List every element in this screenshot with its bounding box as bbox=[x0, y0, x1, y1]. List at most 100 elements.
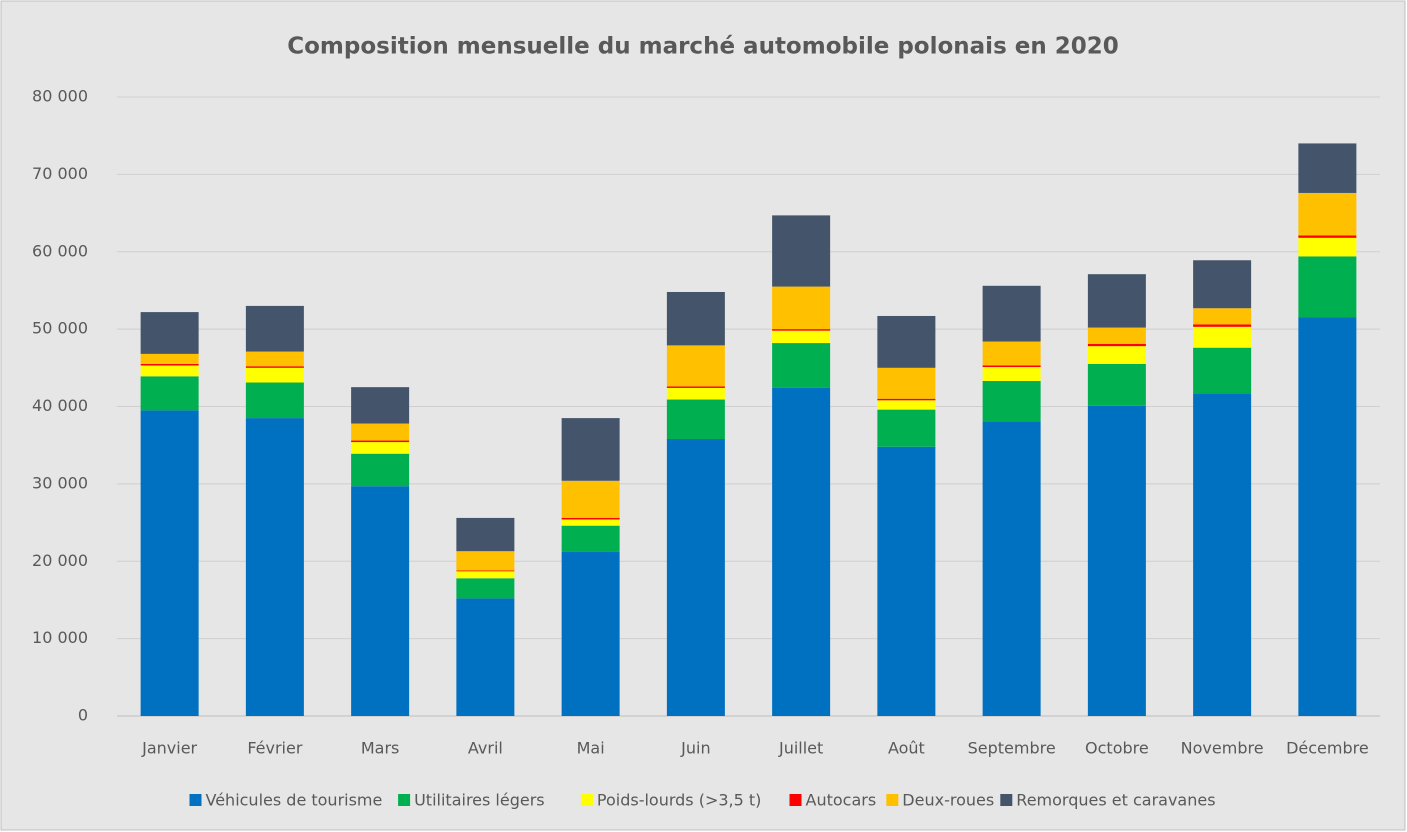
bar-segment bbox=[456, 570, 515, 572]
x-tick-label: Juillet bbox=[778, 739, 823, 758]
bar-segment bbox=[1298, 256, 1357, 318]
bar-segment bbox=[982, 421, 1041, 716]
bar-segment bbox=[772, 286, 831, 330]
bar-segment bbox=[982, 341, 1041, 366]
bar-segment bbox=[456, 598, 515, 716]
legend-swatch bbox=[398, 794, 411, 806]
legend-swatch bbox=[1000, 794, 1013, 806]
bar-segment bbox=[877, 400, 936, 410]
bar-segment bbox=[140, 365, 199, 377]
bar-segment bbox=[351, 442, 410, 454]
bar-segment bbox=[140, 353, 199, 364]
bar-segment bbox=[877, 367, 936, 399]
bar-segment bbox=[666, 399, 725, 439]
bar-segment bbox=[561, 551, 620, 716]
bar-segment bbox=[1087, 346, 1146, 364]
x-tick-label: Février bbox=[247, 739, 303, 758]
bar-segment bbox=[245, 382, 304, 419]
bar-segment bbox=[456, 578, 515, 599]
x-tick-label: Janvier bbox=[141, 739, 197, 758]
bar-segment bbox=[877, 409, 936, 447]
bar-segment bbox=[1298, 143, 1357, 193]
x-tick-label: Septembre bbox=[968, 739, 1056, 758]
bar-segment bbox=[245, 351, 304, 367]
bar-segment bbox=[1087, 405, 1146, 716]
x-tick-label: Avril bbox=[468, 739, 503, 758]
x-tick-label: Décembre bbox=[1286, 739, 1369, 758]
bar-segment bbox=[1193, 260, 1252, 309]
bar-segment bbox=[351, 453, 410, 487]
bar-segment bbox=[1193, 308, 1252, 325]
bar-segment bbox=[772, 387, 831, 716]
bar-segment bbox=[245, 418, 304, 716]
y-tick-label: 60 000 bbox=[32, 241, 88, 260]
bar-segment bbox=[982, 285, 1041, 342]
bar-segment bbox=[982, 380, 1041, 422]
legend-label: Deux-roues bbox=[902, 791, 994, 810]
bar-segment bbox=[561, 517, 620, 520]
chart-title: Composition mensuelle du marché automobi… bbox=[287, 34, 1119, 60]
x-tick-label: Novembre bbox=[1181, 739, 1264, 758]
bar-segment bbox=[245, 305, 304, 352]
y-tick-label: 80 000 bbox=[32, 87, 88, 106]
bar-segment bbox=[772, 215, 831, 287]
legend-swatch bbox=[189, 794, 202, 806]
bar-segment bbox=[666, 345, 725, 387]
bar-segment bbox=[351, 440, 410, 443]
legend-label: Remorques et caravanes bbox=[1016, 791, 1215, 810]
bar-segment bbox=[1193, 393, 1252, 716]
legend-swatch bbox=[886, 794, 899, 806]
bar-segment bbox=[982, 365, 1041, 368]
bar-segment bbox=[1087, 343, 1146, 347]
bar-segment bbox=[245, 366, 304, 368]
x-tick-label: Août bbox=[888, 739, 925, 758]
bar-segment bbox=[1087, 327, 1146, 344]
bar-segment bbox=[877, 398, 936, 401]
x-tick-label: Juin bbox=[680, 739, 710, 758]
legend-label: Véhicules de tourisme bbox=[206, 791, 383, 810]
bar-segment bbox=[561, 525, 620, 552]
x-tick-label: Mai bbox=[577, 739, 605, 758]
bar-segment bbox=[351, 486, 410, 716]
x-tick-label: Octobre bbox=[1085, 739, 1149, 758]
bar-segment bbox=[456, 571, 515, 579]
bar-segment bbox=[140, 363, 199, 366]
y-tick-label: 30 000 bbox=[32, 473, 88, 492]
bar-segment bbox=[561, 519, 620, 526]
bar-segment bbox=[1298, 237, 1357, 257]
y-tick-label: 20 000 bbox=[32, 551, 88, 570]
bar-segment bbox=[772, 330, 831, 344]
bar-segment bbox=[456, 551, 515, 571]
bar-segment bbox=[245, 367, 304, 383]
legend-swatch bbox=[580, 794, 593, 806]
bar-segment bbox=[877, 315, 936, 368]
x-tick-label: Mars bbox=[361, 739, 400, 758]
bar-segment bbox=[1193, 347, 1252, 394]
bar-segment bbox=[140, 312, 199, 354]
bar-segment bbox=[351, 423, 410, 441]
bar-segment bbox=[1298, 192, 1357, 236]
legend-label: Utilitaires légers bbox=[414, 791, 545, 810]
bar-segment bbox=[1298, 235, 1357, 238]
bar-segment bbox=[351, 387, 410, 424]
legend-label: Autocars bbox=[806, 791, 877, 810]
bar-segment bbox=[1298, 317, 1357, 716]
bar-segment bbox=[772, 329, 831, 331]
bar-segment bbox=[666, 386, 725, 388]
legend-label: Poids-lourds (>3,5 t) bbox=[597, 791, 762, 810]
bar-segment bbox=[1087, 363, 1146, 406]
bar-segment bbox=[561, 418, 620, 481]
bar-segment bbox=[1193, 324, 1252, 327]
bar-segment bbox=[982, 367, 1041, 381]
bar-segment bbox=[666, 438, 725, 716]
bar-segment bbox=[666, 387, 725, 400]
bar-segment bbox=[877, 446, 936, 716]
y-tick-label: 70 000 bbox=[32, 164, 88, 183]
y-tick-label: 40 000 bbox=[32, 396, 88, 415]
bar-segment bbox=[666, 291, 725, 346]
bar-segment bbox=[140, 376, 199, 411]
bar-segment bbox=[140, 410, 199, 716]
y-tick-label: 0 bbox=[78, 706, 88, 725]
